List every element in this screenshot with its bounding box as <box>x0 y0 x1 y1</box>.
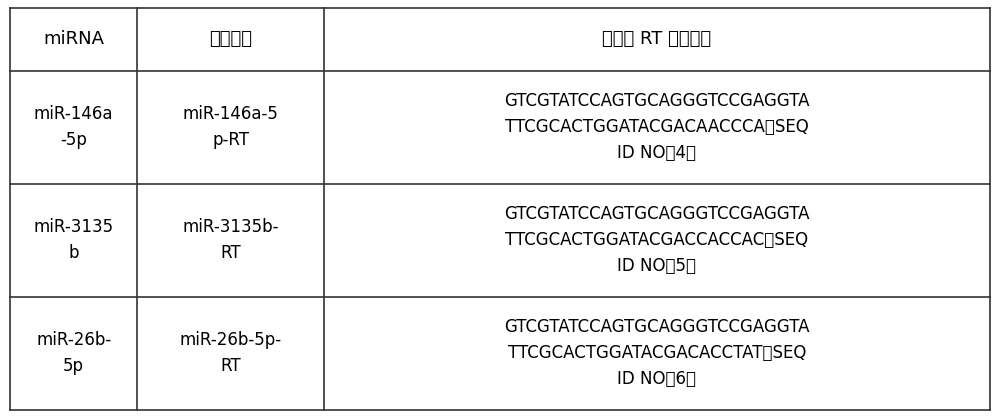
Text: 反转录 RT 引物序列: 反转录 RT 引物序列 <box>602 31 711 48</box>
Text: miR-146a
-5p: miR-146a -5p <box>34 105 113 149</box>
Text: miR-26b-5p-
RT: miR-26b-5p- RT <box>179 331 282 375</box>
Text: GTCGTATCCAGTGCAGGGTCCGAGGTA
TTCGCACTGGATACGACAACCCA（SEQ
ID NO：4）: GTCGTATCCAGTGCAGGGTCCGAGGTA TTCGCACTGGAT… <box>504 92 810 162</box>
Text: miRNA: miRNA <box>43 31 104 48</box>
Text: miR-3135b-
RT: miR-3135b- RT <box>182 218 279 262</box>
Text: GTCGTATCCAGTGCAGGGTCCGAGGTA
TTCGCACTGGATACGACCACCAC（SEQ
ID NO：5）: GTCGTATCCAGTGCAGGGTCCGAGGTA TTCGCACTGGAT… <box>504 205 810 275</box>
Text: 引物名称: 引物名称 <box>209 31 252 48</box>
Text: GTCGTATCCAGTGCAGGGTCCGAGGTA
TTCGCACTGGATACGACACCTAT（SEQ
ID NO：6）: GTCGTATCCAGTGCAGGGTCCGAGGTA TTCGCACTGGAT… <box>504 319 810 388</box>
Text: miR-146a-5
p-RT: miR-146a-5 p-RT <box>183 105 278 149</box>
Text: miR-26b-
5p: miR-26b- 5p <box>36 331 111 375</box>
Text: miR-3135
b: miR-3135 b <box>34 218 114 262</box>
